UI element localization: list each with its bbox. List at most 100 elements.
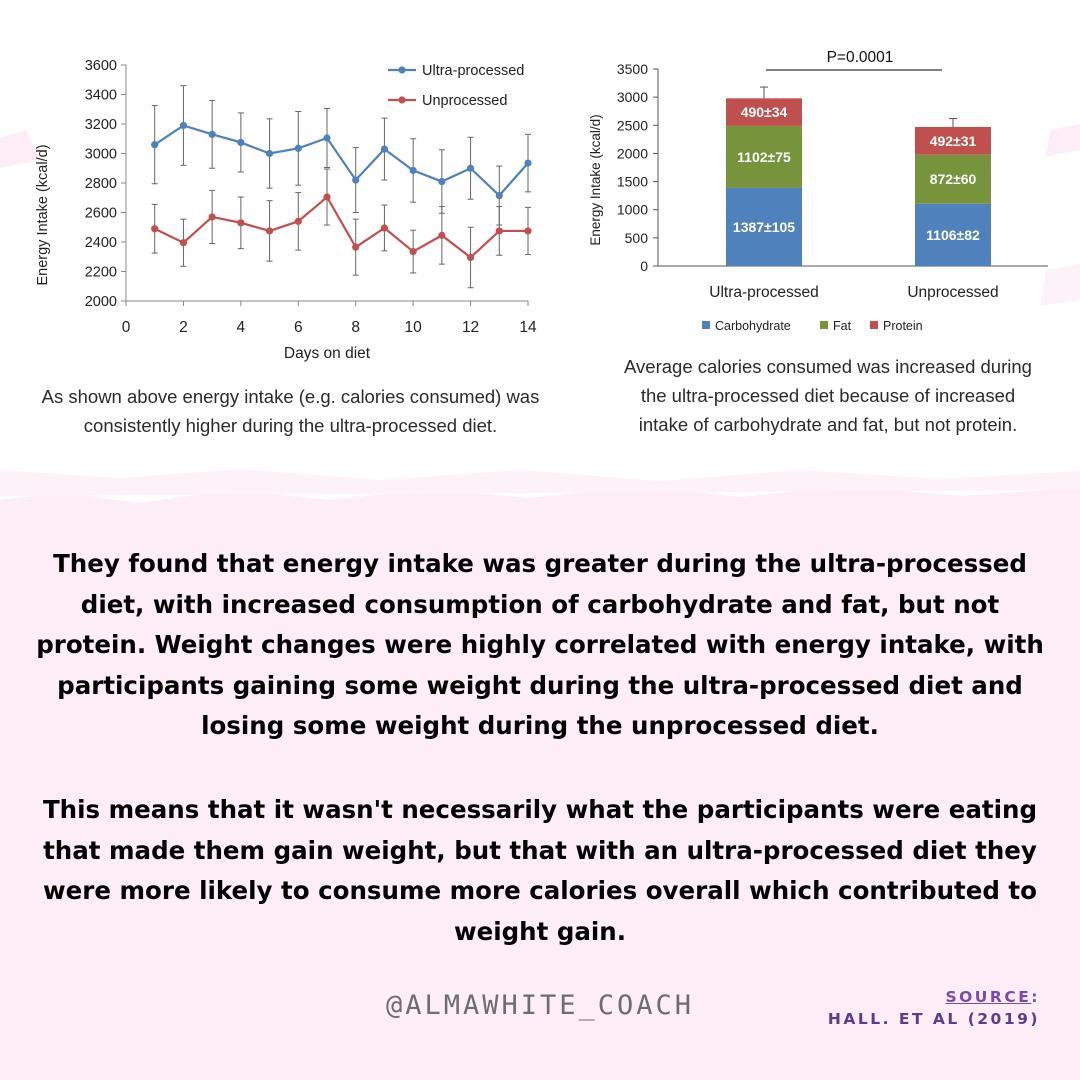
carbohydrate-bar-segment bbox=[726, 187, 802, 266]
ultra-processed-data-point bbox=[294, 144, 302, 152]
pink-brush-streak-left bbox=[0, 130, 40, 168]
unprocessed-data-point bbox=[352, 243, 360, 251]
y-tick-label: 2400 bbox=[85, 235, 117, 251]
unprocessed-data-point bbox=[237, 219, 245, 227]
x-tick-label: 0 bbox=[122, 319, 131, 336]
ultra-processed-data-point bbox=[208, 130, 216, 138]
p-value-annotation: P=0.0001 bbox=[827, 49, 894, 66]
ultra-processed-data-point bbox=[380, 145, 389, 153]
carbohydrate-segment-label: 1387±105 bbox=[733, 219, 795, 235]
fat-segment-label: 872±60 bbox=[930, 171, 977, 187]
source-citation: SOURCE: HALL. ET AL (2019) bbox=[828, 986, 1040, 1030]
y-tick-label: 2600 bbox=[85, 206, 117, 222]
protein-bar-segment bbox=[726, 98, 802, 126]
ultra-processed-data-point bbox=[265, 149, 274, 158]
unprocessed-data-point bbox=[208, 213, 216, 221]
y-tick-label: 2000 bbox=[85, 294, 117, 310]
ultra-processed-data-point bbox=[466, 164, 475, 172]
fat-legend-swatch bbox=[820, 321, 828, 329]
left-chart-caption: As shown above energy intake (e.g. calor… bbox=[41, 386, 540, 436]
y-tick-label: 1000 bbox=[617, 202, 648, 218]
ultra-processed-legend-label: Ultra-processed bbox=[422, 63, 524, 79]
unprocessed-data-point bbox=[409, 247, 417, 256]
protein-legend-swatch bbox=[870, 321, 878, 329]
protein-segment-label: 492±31 bbox=[930, 133, 977, 149]
fat-segment-label: 1102±75 bbox=[737, 149, 791, 165]
x-tick-label: 14 bbox=[519, 319, 537, 336]
carbohydrate-legend-label: Carbohydrate bbox=[715, 319, 791, 333]
instagram-handle: @ALMAWHITE_COACH bbox=[385, 990, 695, 1021]
y-tick-label: 2200 bbox=[85, 265, 117, 281]
right-chart-caption: Average calories consumed was increased … bbox=[624, 356, 1032, 435]
y-tick-label: 3000 bbox=[85, 147, 117, 163]
unprocessed-data-point bbox=[466, 253, 475, 262]
ultra-processed-data-point bbox=[495, 191, 503, 200]
category-label: Ultra-processed bbox=[709, 284, 818, 301]
y-tick-label: 0 bbox=[640, 258, 648, 274]
carbohydrate-bar-segment bbox=[915, 203, 991, 266]
ultra-processed-data-point bbox=[352, 176, 360, 184]
protein-bar-segment bbox=[915, 126, 991, 155]
fat-legend-label: Fat bbox=[833, 319, 852, 333]
x-tick-label: 6 bbox=[294, 319, 303, 336]
x-tick-label: 10 bbox=[405, 319, 423, 336]
y-tick-label: 3600 bbox=[85, 58, 117, 74]
protein-legend-label: Protein bbox=[883, 319, 923, 333]
pink-brush-streak bbox=[0, 469, 1080, 496]
ultra-processed-data-point bbox=[179, 121, 188, 130]
pink-brush-streak-right bbox=[1046, 124, 1080, 156]
fat-bar-segment bbox=[726, 125, 802, 188]
x-tick-label: 2 bbox=[179, 319, 188, 336]
energy-intake-line-chart: 2000 2200 2400 2600 2800 3000 3200 3400 3600 0 2 4 6… bbox=[35, 58, 537, 362]
y-tick-label: 3400 bbox=[85, 88, 117, 104]
line-chart-y-axis-label: Energy Intake (kcal/d) bbox=[35, 144, 51, 285]
y-tick-label: 500 bbox=[625, 230, 649, 246]
ultra-processed-series-line bbox=[154, 124, 529, 198]
y-tick-label: 2000 bbox=[617, 145, 648, 161]
unprocessed-data-point bbox=[151, 225, 159, 233]
unprocessed-data-point bbox=[323, 193, 331, 201]
pink-brush-streak-right-2 bbox=[1040, 264, 1080, 306]
protein-segment-label: 490±34 bbox=[741, 104, 788, 120]
y-tick-label: 3500 bbox=[617, 61, 648, 77]
ultra-processed-data-point bbox=[237, 138, 245, 147]
source-label: SOURCE bbox=[945, 988, 1032, 1006]
macronutrient-stacked-bar-chart: 0 500 1000 1500 2000 2500 3000 3500 1387±105 110… bbox=[588, 49, 1048, 333]
x-tick-label: 12 bbox=[462, 319, 479, 336]
y-tick-label: 3200 bbox=[85, 117, 117, 133]
fat-bar-segment bbox=[915, 154, 991, 204]
pink-brush-band bbox=[0, 486, 1080, 1080]
ultra-processed-data-point bbox=[409, 166, 417, 175]
line-chart-x-axis-label: Days on diet bbox=[284, 345, 371, 362]
bar-chart-y-axis-label: Energy Intake (kcal/d) bbox=[588, 114, 603, 245]
unprocessed-series-line bbox=[154, 195, 528, 259]
unprocessed-data-point bbox=[495, 227, 503, 235]
conclusion-paragraph: This means that it wasn't necessarily wh… bbox=[42, 795, 1038, 946]
source-colon: : bbox=[1031, 988, 1040, 1006]
unprocessed-data-point bbox=[438, 231, 446, 239]
y-tick-label: 1500 bbox=[617, 174, 648, 190]
ultra-processed-data-point bbox=[151, 141, 159, 149]
y-tick-label: 3000 bbox=[617, 89, 648, 105]
category-label: Unprocessed bbox=[907, 284, 998, 301]
ultra-processed-data-point bbox=[438, 177, 446, 186]
unprocessed-data-point bbox=[524, 227, 532, 235]
source-reference: HALL. ET AL (2019) bbox=[827, 1010, 1040, 1028]
unprocessed-data-point bbox=[294, 217, 302, 225]
unprocessed-data-point bbox=[380, 224, 389, 232]
unprocessed-data-point bbox=[265, 227, 274, 235]
ultra-processed-data-point bbox=[524, 159, 532, 167]
y-tick-label: 2500 bbox=[617, 117, 648, 133]
y-tick-label: 2800 bbox=[85, 176, 117, 192]
findings-paragraph: They found that energy intake was greate… bbox=[36, 549, 1044, 740]
carbohydrate-segment-label: 1106±82 bbox=[926, 227, 980, 243]
carbohydrate-legend-swatch bbox=[702, 321, 710, 329]
unprocessed-legend-marker bbox=[398, 96, 406, 104]
ultra-processed-data-point bbox=[323, 134, 331, 142]
unprocessed-data-point bbox=[179, 239, 188, 247]
x-tick-label: 8 bbox=[351, 319, 360, 336]
x-tick-label: 4 bbox=[237, 319, 246, 336]
unprocessed-legend-label: Unprocessed bbox=[422, 93, 507, 109]
ultra-processed-legend-marker bbox=[398, 66, 406, 74]
